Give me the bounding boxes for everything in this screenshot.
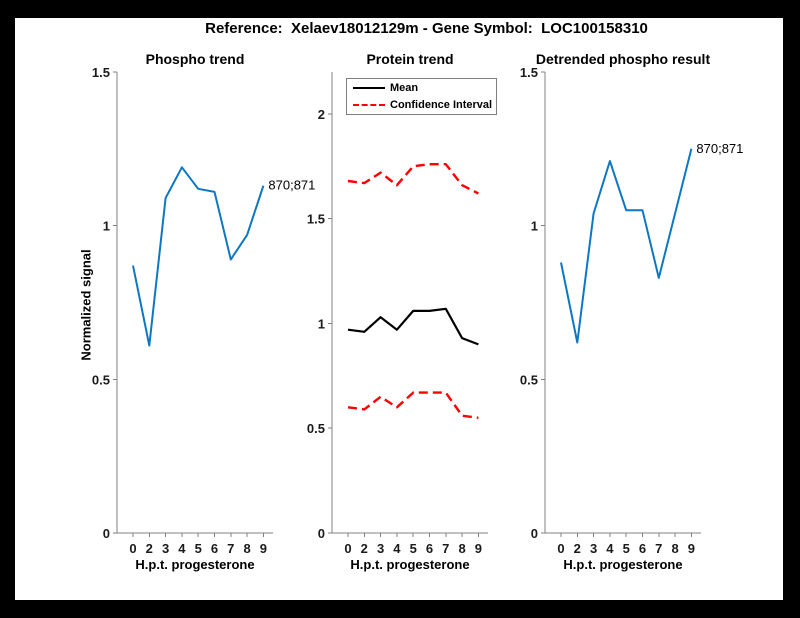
legend-entry-mean: Mean bbox=[353, 81, 492, 96]
y-tick-label: 0.5 bbox=[520, 372, 538, 387]
y-tick-label: 1 bbox=[531, 219, 538, 234]
confidence-interval-line-sample bbox=[353, 103, 385, 106]
x-tick-label: 9 bbox=[688, 541, 695, 556]
x-tick-label: 2 bbox=[361, 541, 368, 556]
x-tick-label: 9 bbox=[475, 541, 482, 556]
x-tick-label: 3 bbox=[377, 541, 384, 556]
x-tick-label: 6 bbox=[639, 541, 646, 556]
x-tick-label: 5 bbox=[410, 541, 417, 556]
series-confidence-interval-upper bbox=[347, 162, 479, 195]
y-tick-label: 1.5 bbox=[92, 65, 110, 80]
legend-label-mean: Mean bbox=[390, 82, 419, 95]
x-tick-label: 2 bbox=[146, 541, 153, 556]
y-tick-label: 0 bbox=[103, 526, 110, 541]
y-tick-label: 0.5 bbox=[307, 421, 325, 436]
x-tick-label: 2 bbox=[574, 541, 581, 556]
x-tick-label: 7 bbox=[655, 541, 662, 556]
x-tick-label: 6 bbox=[211, 541, 218, 556]
x-tick-label: 0 bbox=[557, 541, 564, 556]
series-confidence-interval-lower bbox=[347, 391, 479, 419]
y-tick-label: 1.5 bbox=[520, 65, 538, 80]
subplot-title-detrended-phospho: Detrended phospho result bbox=[535, 51, 711, 67]
legend-label-confidence-interval: Confidence Interval bbox=[390, 98, 493, 111]
legend-box: Mean Confidence Interval bbox=[346, 78, 497, 115]
x-tick-label: 3 bbox=[590, 541, 597, 556]
x-tick-label: 0 bbox=[129, 541, 136, 556]
y-tick-label: 2 bbox=[318, 107, 325, 122]
point-label: 870;871 bbox=[696, 141, 743, 156]
x-tick-label: 7 bbox=[442, 541, 449, 556]
point-label: 870;871 bbox=[268, 178, 315, 193]
y-tick-label: 0.5 bbox=[92, 372, 110, 387]
x-tick-label: 5 bbox=[195, 541, 202, 556]
subplot-title-protein-trend: Protein trend bbox=[366, 51, 454, 67]
x-tick-label: 4 bbox=[606, 541, 614, 556]
x-tick-label: 8 bbox=[671, 541, 678, 556]
legend-entry-confidence-interval: Confidence Interval bbox=[353, 98, 492, 113]
series-mean bbox=[347, 307, 479, 346]
figure-title: Reference: Xelaev18012129m - Gene Symbol… bbox=[205, 20, 648, 37]
mean-line-sample bbox=[353, 87, 385, 90]
x-tick-label: 4 bbox=[393, 541, 401, 556]
x-tick-label: 4 bbox=[178, 541, 186, 556]
x-axis-label-1: H.p.t. progesterone bbox=[135, 557, 255, 572]
figure-canvas: Reference: Xelaev18012129m - Gene Symbol… bbox=[15, 18, 783, 600]
protein-trend-chart: 00.511.520 2 3 4 5 6 7 8 9 bbox=[307, 72, 488, 556]
y-tick-label: 1.5 bbox=[307, 212, 325, 227]
x-tick-label: 3 bbox=[162, 541, 169, 556]
series-phospho-signal bbox=[132, 166, 265, 347]
x-tick-label: 5 bbox=[623, 541, 630, 556]
x-tick-label: 8 bbox=[243, 541, 250, 556]
x-tick-label: 7 bbox=[227, 541, 234, 556]
x-tick-label: 8 bbox=[458, 541, 465, 556]
subplot-title-phospho-trend: Phospho trend bbox=[145, 51, 245, 67]
x-tick-label: 6 bbox=[426, 541, 433, 556]
x-tick-label: 0 bbox=[344, 541, 351, 556]
y-tick-label: 0 bbox=[318, 526, 325, 541]
x-axis-label-3: H.p.t. progesterone bbox=[563, 557, 683, 572]
y-tick-label: 0 bbox=[531, 526, 538, 541]
series-detrended-phospho-signal bbox=[560, 148, 693, 344]
y-tick-label: 1 bbox=[103, 219, 110, 234]
y-tick-label: 1 bbox=[318, 316, 325, 331]
x-tick-label: 9 bbox=[260, 541, 267, 556]
x-axis-label-2: H.p.t. progesterone bbox=[350, 557, 470, 572]
